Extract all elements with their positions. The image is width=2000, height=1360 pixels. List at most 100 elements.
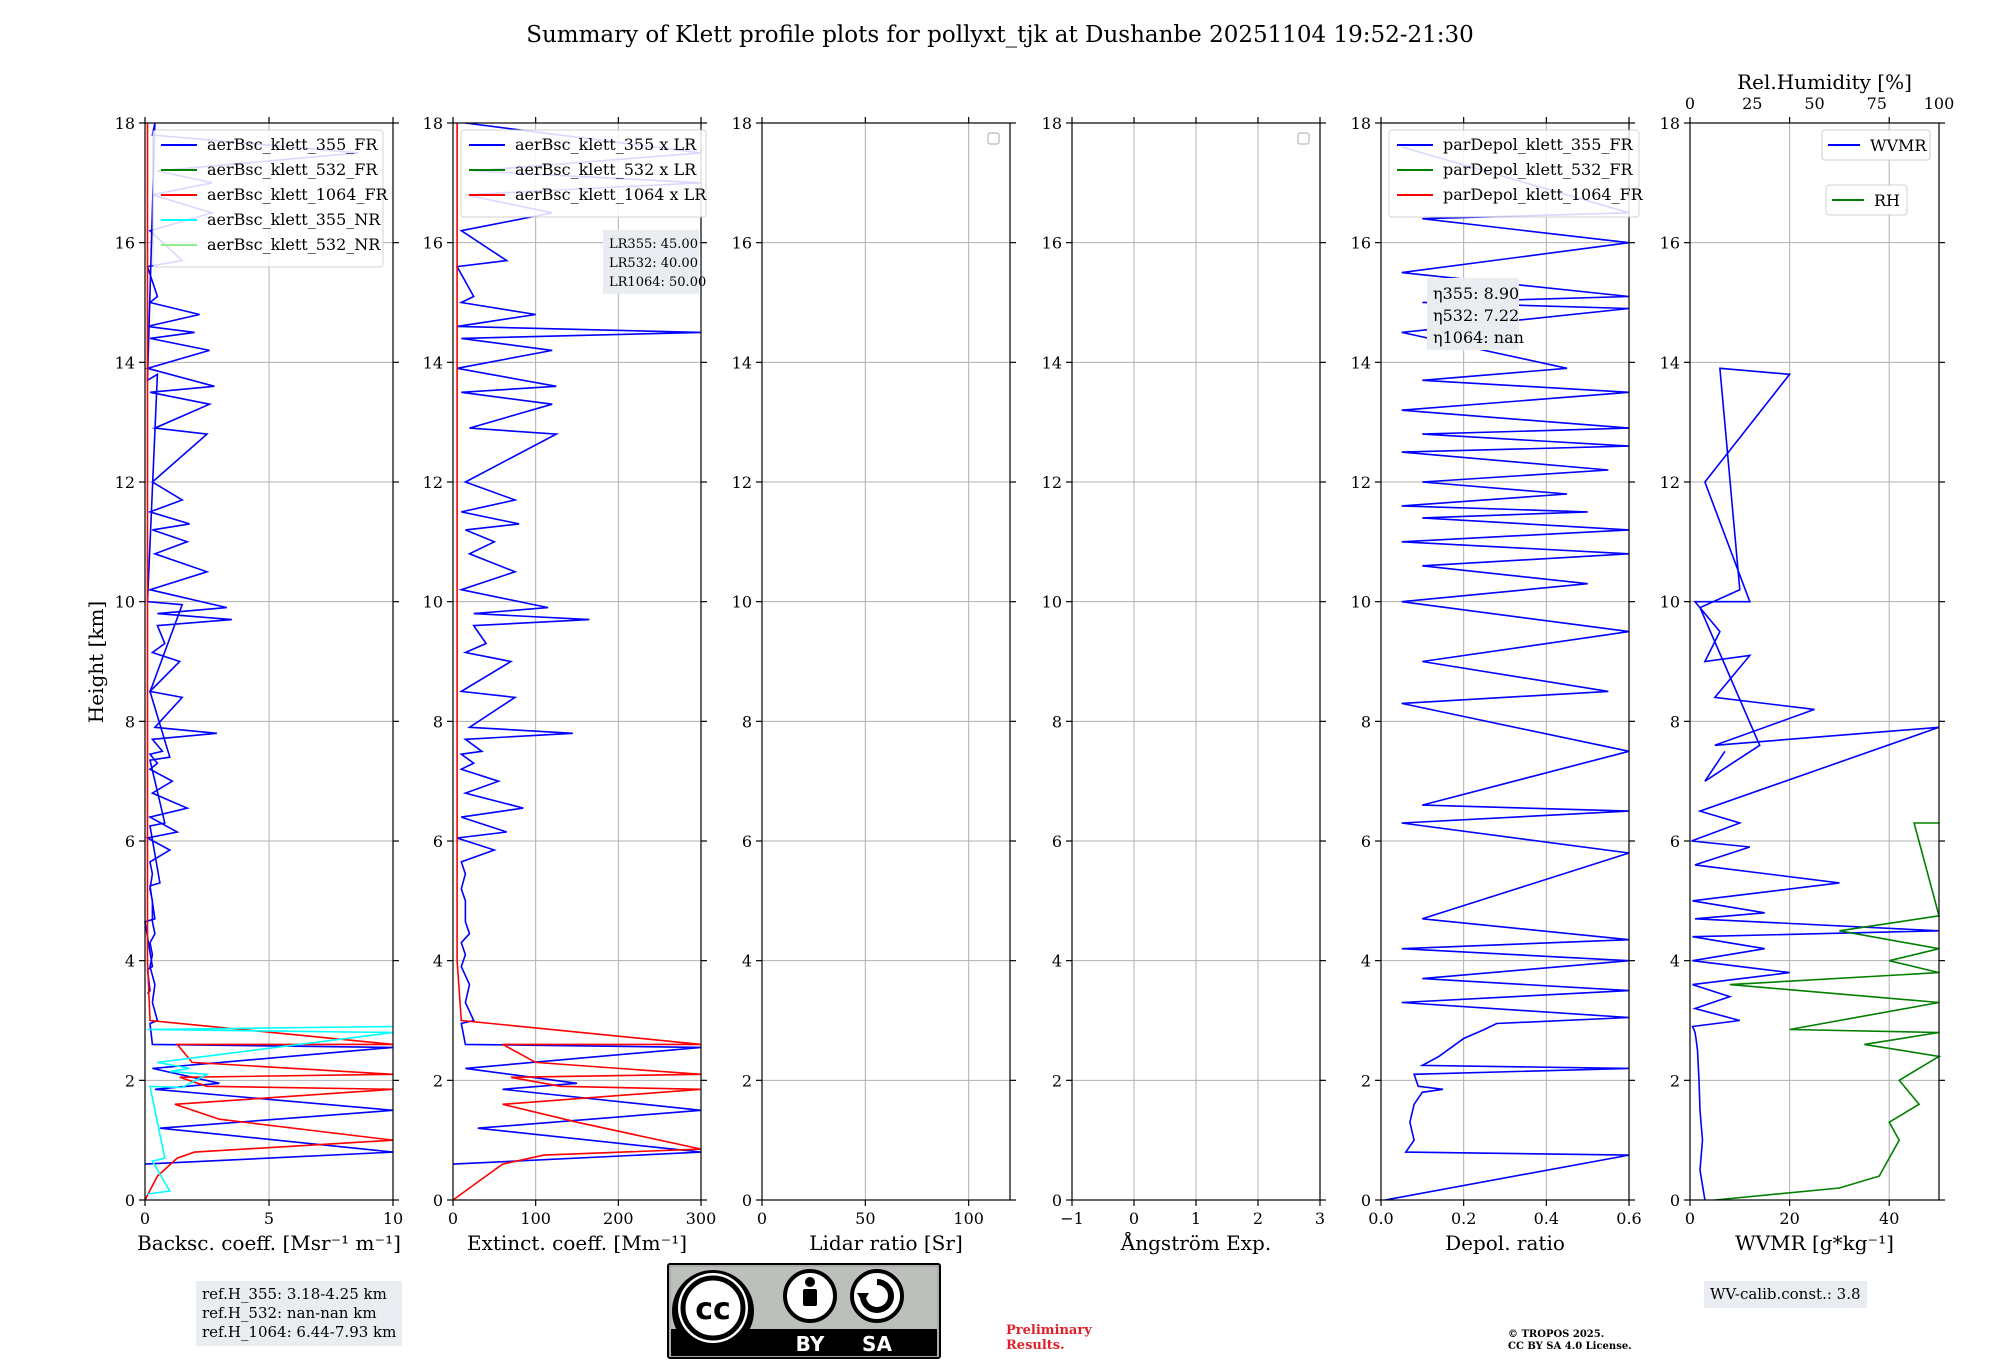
legend-label-aerBsc_klett_355_NR: aerBsc_klett_355_NR: [207, 210, 381, 229]
y-tick-label: 0: [1670, 1191, 1680, 1210]
panel-lidar_ratio: 0 2 4 6 8 10 12 14 16 18 0 50 100 Lidar ratio [Sr]: [732, 114, 1016, 1255]
x-tick-label: 0: [1129, 1209, 1139, 1228]
top-tick-label: 100: [1924, 94, 1955, 113]
preliminary-line-1: Preliminary: [1006, 1323, 1092, 1338]
y-tick-label: 6: [1361, 832, 1371, 851]
series-line-aerBsc_klett_1064 x LR: [453, 123, 701, 1200]
y-tick-label: 10: [1042, 593, 1062, 612]
x-tick-label: 0.4: [1534, 1209, 1559, 1228]
top-tick-label: 75: [1867, 94, 1887, 113]
y-tick-label: 4: [742, 952, 752, 971]
y-tick-label: 8: [742, 712, 752, 731]
share-alike-icon: [850, 1269, 904, 1323]
legend-label-aerBsc_klett_532_FR: aerBsc_klett_532_FR: [207, 160, 378, 179]
y-tick-label: 4: [1052, 952, 1062, 971]
y-tick-label: 18: [1042, 114, 1062, 133]
legend-label-aerBsc_klett_355 x LR: aerBsc_klett_355 x LR: [515, 135, 697, 154]
ref-height-355: ref.H_355: 3.18-4.25 km: [202, 1285, 387, 1303]
legend-label-parDepol_klett_532_FR: parDepol_klett_532_FR: [1443, 160, 1634, 179]
y-tick-label: 14: [423, 353, 443, 372]
y-tick-label: 8: [125, 712, 135, 731]
copyright-note: © TROPOS 2025. CC BY SA 4.0 License.: [1508, 1329, 1632, 1353]
y-tick-label: 0: [433, 1191, 443, 1210]
x-tick-label: 0.2: [1451, 1209, 1476, 1228]
y-tick-label: 6: [1052, 832, 1062, 851]
cc-logo-icon: cc: [672, 1270, 754, 1352]
y-tick-label: 12: [115, 473, 135, 492]
legend-box: [460, 129, 707, 218]
legend: parDepol_klett_355_FR parDepol_klett_532_…: [1388, 129, 1644, 218]
y-tick-label: 4: [125, 952, 135, 971]
x-tick-label: −1: [1060, 1209, 1084, 1228]
y-tick-label: 10: [423, 593, 443, 612]
y-tick-label: 16: [1042, 234, 1062, 253]
x-tick-label: 2: [1253, 1209, 1263, 1228]
y-tick-label: 18: [115, 114, 135, 133]
x-tick-label: 0: [1685, 1209, 1695, 1228]
y-tick-label: 6: [125, 832, 135, 851]
x-tick-label: 3: [1315, 1209, 1325, 1228]
series-line-parDepol_klett_355_FR: [1385, 147, 1629, 1200]
annotation-line: η355: 8.90: [1433, 284, 1519, 303]
y-tick-label: 16: [1660, 234, 1680, 253]
y-tick-label: 2: [742, 1071, 752, 1090]
y-tick-label: 14: [115, 353, 135, 372]
empty-legend: [1297, 132, 1310, 145]
annotation-line: η532: 7.22: [1433, 306, 1519, 325]
axes-frame: [1380, 122, 1630, 1201]
x-tick-label: 5: [264, 1209, 274, 1228]
legend-label-aerBsc_klett_355_FR: aerBsc_klett_355_FR: [207, 135, 378, 154]
empty-legend: [987, 132, 1000, 145]
x-axis-label: Lidar ratio [Sr]: [809, 1231, 963, 1255]
annotation-line: LR355: 45.00: [609, 237, 698, 252]
y-tick-label: 14: [1351, 353, 1371, 372]
axes-frame: [452, 122, 702, 1201]
preliminary-note: Preliminary Results.: [1006, 1323, 1092, 1353]
x-tick-label: 40: [1879, 1209, 1899, 1228]
y-tick-label: 4: [1670, 952, 1680, 971]
copyright-line-2: CC BY SA 4.0 License.: [1508, 1341, 1632, 1352]
y-tick-label: 6: [1670, 832, 1680, 851]
series-line-RH: [1715, 823, 1939, 1200]
annotation-line: LR532: 40.00: [609, 256, 698, 271]
y-tick-label: 18: [732, 114, 752, 133]
y-tick-label: 6: [433, 832, 443, 851]
y-axis-label: Height [km]: [84, 601, 108, 723]
legend: WVMR RH: [1821, 129, 1931, 216]
legend-label-aerBsc_klett_532_NR: aerBsc_klett_532_NR: [207, 235, 381, 254]
y-tick-label: 14: [1042, 353, 1062, 372]
x-tick-label: 0.0: [1368, 1209, 1393, 1228]
panel-extinction: 0 2 4 6 8 10 12 14 16 18 0 100 200 300 Extinct. coeff.…: [423, 114, 717, 1255]
copyright-line-1: © TROPOS 2025.: [1508, 1329, 1605, 1340]
ref-height-532: ref.H_532: nan-nan km: [202, 1304, 377, 1322]
legend-label-WVMR: WVMR: [1870, 136, 1927, 155]
x-tick-label: 200: [603, 1209, 634, 1228]
x-tick-label: 300: [686, 1209, 717, 1228]
y-tick-label: 8: [1670, 712, 1680, 731]
cc-license-badge: cc BY SA: [667, 1263, 941, 1359]
y-tick-label: 0: [1052, 1191, 1062, 1210]
y-tick-label: 16: [1351, 234, 1371, 253]
x-tick-label: 0.6: [1616, 1209, 1641, 1228]
svg-text:cc: cc: [695, 1292, 731, 1327]
legend-box: [152, 129, 384, 268]
y-tick-label: 16: [732, 234, 752, 253]
gridlines: [1071, 122, 1321, 1201]
y-tick-label: 18: [1660, 114, 1680, 133]
y-tick-label: 8: [1361, 712, 1371, 731]
y-tick-label: 16: [423, 234, 443, 253]
x-tick-label: 0: [448, 1209, 458, 1228]
ref-height-1064: ref.H_1064: 6.44-7.93 km: [202, 1323, 397, 1341]
y-tick-label: 12: [423, 473, 443, 492]
legend-label-parDepol_klett_1064_FR: parDepol_klett_1064_FR: [1443, 185, 1644, 204]
y-tick-label: 12: [732, 473, 752, 492]
wv-calib-const: WV-calib.const.: 3.8: [1710, 1285, 1861, 1303]
y-tick-label: 2: [1052, 1071, 1062, 1090]
annotation-box: [603, 230, 699, 294]
badge-by-label: BY: [796, 1332, 825, 1356]
y-tick-label: 2: [433, 1071, 443, 1090]
y-tick-label: 8: [1052, 712, 1062, 731]
y-tick-label: 0: [742, 1191, 752, 1210]
series-group: [453, 123, 701, 1200]
annotation: η355: 8.90 η532: 7.22 η1064: nan: [1427, 278, 1524, 350]
